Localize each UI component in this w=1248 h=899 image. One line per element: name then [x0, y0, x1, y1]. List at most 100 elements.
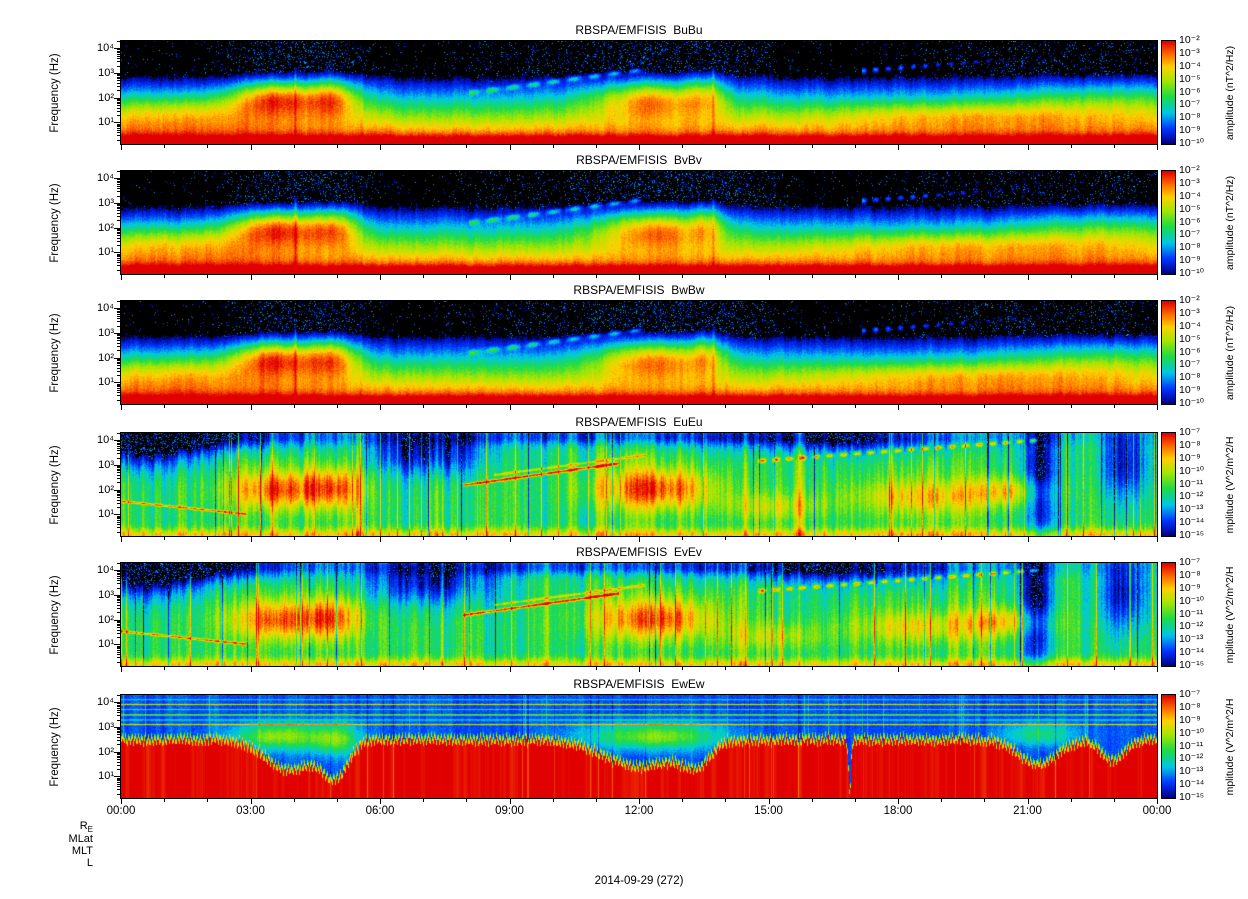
- y-minor-tick-mark: [117, 75, 120, 77]
- y-minor-tick-mark: [117, 363, 120, 365]
- y-minor-tick-mark: [117, 507, 120, 508]
- y-tick-mark: [114, 308, 120, 310]
- colorbar-tick-label: 10⁻⁹: [1179, 451, 1201, 464]
- y-minor-tick-mark: [117, 350, 120, 352]
- x-tick-label: 09:00: [495, 805, 524, 817]
- y-minor-tick-mark: [117, 340, 120, 342]
- x-tick-mark: [639, 145, 640, 150]
- y-minor-tick-mark: [117, 575, 120, 577]
- y-tick-label: 10²: [98, 91, 114, 104]
- colorbar-tick-label: 10⁻¹¹: [1179, 739, 1204, 752]
- y-tick-label: 10²: [98, 221, 114, 234]
- y-minor-tick-mark: [117, 761, 120, 763]
- x-tick-mark: [768, 799, 770, 804]
- ephemeris-row-mlat: MLat: [18, 833, 93, 849]
- colorbar-tick-label: 10⁻¹¹: [1179, 607, 1204, 620]
- x-tick-mark: [854, 275, 856, 278]
- x-tick-mark: [1113, 667, 1115, 670]
- y-minor-tick-mark: [117, 338, 120, 340]
- colorbar-tick-label: 10⁻⁴: [1179, 189, 1201, 202]
- y-minor-tick-mark: [117, 467, 120, 469]
- y-minor-tick-mark: [117, 518, 120, 520]
- x-tick-mark: [1070, 145, 1072, 148]
- y-minor-tick-mark: [117, 783, 120, 785]
- y-minor-tick-mark: [117, 107, 120, 109]
- y-minor-tick-mark: [117, 205, 120, 207]
- x-tick-mark: [854, 799, 856, 802]
- x-tick-mark: [466, 145, 468, 148]
- y-minor-tick-mark: [117, 709, 120, 711]
- y-minor-tick-mark: [117, 361, 120, 363]
- y-minor-tick-mark: [117, 706, 120, 708]
- x-tick-mark: [1157, 799, 1158, 804]
- y-minor-tick-mark: [117, 386, 120, 388]
- ephemeris-label: MLT: [71, 845, 93, 857]
- y-minor-tick-mark: [117, 212, 120, 214]
- x-tick-mark: [1070, 275, 1072, 278]
- y-tick-label: 10²: [98, 483, 114, 496]
- x-tick-mark: [423, 145, 425, 148]
- panel-title-ewew: RBSPA/EMFISIS EwEw: [573, 677, 705, 691]
- y-minor-tick-mark: [117, 632, 120, 634]
- x-tick-mark: [121, 405, 122, 410]
- x-tick-mark: [639, 537, 640, 542]
- y-minor-tick-mark: [117, 789, 120, 791]
- x-tick-mark: [207, 145, 209, 148]
- y-tick-label: 10⁴: [97, 434, 114, 447]
- y-minor-tick-mark: [117, 764, 120, 766]
- y-minor-tick-mark: [117, 778, 120, 780]
- spectrogram-canvas-evev: [121, 563, 1157, 666]
- x-tick-mark: [466, 537, 468, 540]
- x-tick-mark: [768, 667, 770, 672]
- x-tick-mark: [1157, 275, 1158, 280]
- x-tick-mark: [380, 667, 381, 672]
- y-minor-tick-mark: [117, 257, 120, 259]
- x-tick-mark: [423, 537, 425, 540]
- x-tick-mark: [293, 799, 295, 802]
- panel-title-bwbw: RBSPA/EMFISIS BwBw: [573, 283, 705, 297]
- colorbar-tick-label: 10⁻⁵: [1179, 332, 1201, 345]
- spectrogram-plot-bubu: [120, 40, 1158, 145]
- colorbar-tick-label: 10⁻⁷: [1179, 426, 1201, 438]
- spectrogram-canvas-eueu: [121, 433, 1157, 536]
- y-minor-tick-mark: [117, 126, 120, 128]
- colorbar-tick-label: 10⁻¹⁴: [1179, 778, 1205, 791]
- y-minor-tick-mark: [117, 259, 120, 261]
- x-tick-mark: [595, 667, 597, 670]
- y-minor-tick-mark: [117, 739, 120, 741]
- x-tick-mark: [466, 667, 468, 670]
- x-tick-mark: [1157, 667, 1158, 672]
- colorbar-tick-label: 10⁻⁷: [1179, 688, 1201, 700]
- y-minor-tick-mark: [117, 230, 120, 232]
- colorbar-unit-label-bwbw: amplitude (nT^2/Hz): [1224, 305, 1236, 400]
- y-minor-tick-mark: [117, 265, 120, 267]
- y-minor-tick-mark: [117, 661, 120, 663]
- colorbar-tick-label: 10⁻⁸: [1179, 111, 1201, 124]
- x-tick-mark: [1027, 405, 1029, 410]
- y-minor-tick-mark: [117, 645, 120, 647]
- x-tick-label: 21:00: [1013, 805, 1042, 817]
- x-tick-mark: [509, 667, 511, 672]
- x-tick-mark: [1070, 537, 1072, 540]
- y-tick-label: 10¹: [98, 508, 114, 521]
- colorbar-tick-label: 10⁻¹⁰: [1179, 594, 1204, 607]
- x-tick-mark: [121, 145, 122, 150]
- x-tick-mark: [1113, 275, 1115, 278]
- x-tick-mark: [164, 667, 166, 670]
- y-tick-mark: [114, 227, 120, 229]
- x-tick-mark: [250, 145, 252, 150]
- x-tick-label: 00:00: [106, 805, 136, 817]
- colorbar-canvas-evev: [1162, 563, 1175, 666]
- y-minor-tick-mark: [117, 315, 120, 317]
- y-tick-mark: [114, 333, 120, 334]
- y-minor-tick-mark: [117, 524, 120, 526]
- x-tick-mark: [941, 537, 943, 540]
- y-minor-tick-mark: [117, 703, 120, 705]
- y-minor-tick-mark: [117, 580, 120, 582]
- x-tick-mark: [1070, 405, 1072, 408]
- x-tick-mark: [466, 405, 468, 408]
- y-minor-tick-mark: [117, 604, 120, 606]
- y-minor-tick-mark: [117, 793, 120, 795]
- y-minor-tick-mark: [117, 206, 120, 208]
